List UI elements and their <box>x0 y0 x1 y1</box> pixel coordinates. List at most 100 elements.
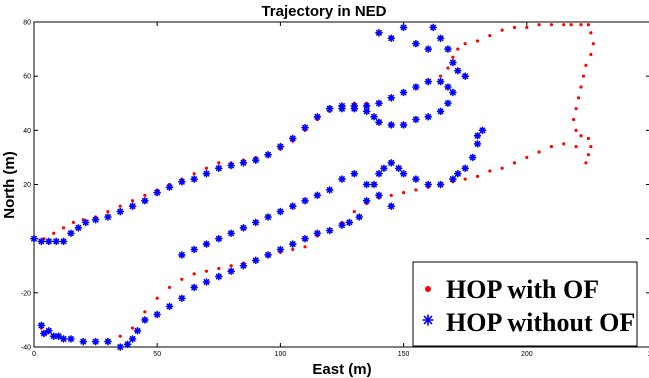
point-hop-without-of <box>128 202 137 210</box>
point-hop-without-of <box>288 134 297 143</box>
point-hop-without-of <box>454 169 462 178</box>
point-hop-without-of <box>370 112 378 121</box>
legend-label-hop-without-of: HOP without OF <box>446 308 635 337</box>
point-hop-without-of <box>387 34 396 43</box>
point-hop-with-of <box>525 25 529 30</box>
point-hop-without-of <box>104 337 112 346</box>
point-hop-without-of <box>37 237 46 246</box>
point-hop-without-of <box>202 169 211 178</box>
point-hop-without-of <box>37 321 46 330</box>
point-hop-with-of <box>402 191 406 195</box>
point-hop-without-of <box>436 34 445 43</box>
point-hop-with-of <box>291 247 295 252</box>
y-tick-label: 60 <box>23 74 31 81</box>
point-hop-with-of <box>451 55 455 59</box>
point-hop-without-of <box>74 224 83 232</box>
point-hop-without-of <box>215 234 223 243</box>
x-tick-label: 0 <box>32 351 36 358</box>
point-hop-with-of <box>229 264 233 268</box>
point-hop-without-of <box>473 140 482 148</box>
point-hop-with-of <box>589 144 593 149</box>
point-hop-without-of <box>141 316 149 324</box>
point-hop-with-of <box>500 28 504 32</box>
legend-marker-red <box>425 286 431 292</box>
point-hop-without-of <box>49 332 58 340</box>
point-hop-without-of <box>190 245 198 254</box>
point-hop-with-of <box>574 144 578 149</box>
point-hop-with-of <box>143 310 147 314</box>
point-hop-without-of <box>444 83 452 91</box>
point-hop-with-of <box>589 31 593 35</box>
point-hop-with-of <box>414 188 418 192</box>
legend-marker-blue <box>422 314 434 326</box>
point-hop-without-of <box>412 175 420 183</box>
point-hop-with-of <box>475 39 480 43</box>
point-hop-without-of <box>473 131 482 140</box>
point-hop-without-of <box>394 164 403 173</box>
point-hop-without-of <box>116 207 125 216</box>
point-hop-with-of <box>155 296 159 300</box>
point-hop-without-of <box>424 77 433 86</box>
point-hop-without-of <box>468 153 477 162</box>
point-hop-without-of <box>227 229 235 238</box>
legend-label-hop-with-of: HOP with OF <box>446 275 599 304</box>
point-hop-without-of <box>227 267 235 275</box>
point-hop-with-of <box>118 334 122 338</box>
point-hop-with-of <box>586 23 591 27</box>
point-hop-without-of <box>52 237 60 246</box>
point-hop-with-of <box>537 23 541 27</box>
point-hop-with-of <box>512 25 517 30</box>
x-tick-label: 50 <box>153 351 161 358</box>
point-hop-without-of <box>79 337 88 346</box>
point-hop-without-of <box>313 229 322 238</box>
point-hop-without-of <box>178 251 186 259</box>
point-hop-without-of <box>375 191 383 200</box>
point-hop-with-of <box>574 128 578 132</box>
point-hop-without-of <box>375 29 383 37</box>
point-hop-with-of <box>106 209 110 214</box>
point-hop-without-of <box>370 180 378 189</box>
point-hop-with-of <box>61 226 66 230</box>
point-hop-without-of <box>104 213 112 221</box>
point-hop-without-of <box>424 180 433 189</box>
point-hop-with-of <box>456 47 460 51</box>
point-hop-without-of <box>67 229 75 238</box>
point-hop-with-of <box>574 107 578 111</box>
point-hop-without-of <box>153 188 161 197</box>
point-hop-without-of <box>264 150 272 159</box>
point-hop-without-of <box>429 23 437 32</box>
point-hop-with-of <box>192 272 196 276</box>
point-hop-with-of <box>180 277 184 281</box>
point-hop-with-of <box>579 85 583 89</box>
point-hop-with-of <box>488 169 492 173</box>
point-hop-without-of <box>153 310 161 319</box>
y-tick-label: 40 <box>23 128 31 135</box>
point-hop-with-of <box>475 174 480 178</box>
point-hop-without-of <box>91 337 100 346</box>
point-hop-without-of <box>239 224 248 232</box>
point-hop-without-of <box>449 58 457 67</box>
point-hop-with-of <box>463 177 467 181</box>
point-hop-with-of <box>579 23 583 27</box>
point-hop-with-of <box>167 285 172 290</box>
point-hop-without-of <box>350 104 359 113</box>
point-hop-with-of <box>303 245 307 249</box>
x-tick-label: 200 <box>521 351 533 358</box>
point-hop-without-of <box>444 99 452 108</box>
point-hop-without-of <box>178 294 186 303</box>
point-hop-with-of <box>569 23 573 27</box>
point-hop-without-of <box>478 126 487 135</box>
x-axis-label: East (m) <box>312 361 371 378</box>
x-tick-label: 150 <box>398 351 410 358</box>
point-hop-with-of <box>549 144 554 149</box>
y-axis-label: North (m) <box>1 151 18 219</box>
legend-box <box>412 261 638 347</box>
y-tick-label: 80 <box>23 20 31 27</box>
y-tick-label: 20 <box>23 182 31 189</box>
point-hop-with-of <box>500 166 504 170</box>
point-hop-without-of <box>59 237 68 246</box>
point-hop-with-of <box>130 326 135 330</box>
point-hop-without-of <box>264 251 272 259</box>
legend-item-hop-without-of: HOP without OF <box>422 308 635 337</box>
point-hop-with-of <box>204 166 209 170</box>
